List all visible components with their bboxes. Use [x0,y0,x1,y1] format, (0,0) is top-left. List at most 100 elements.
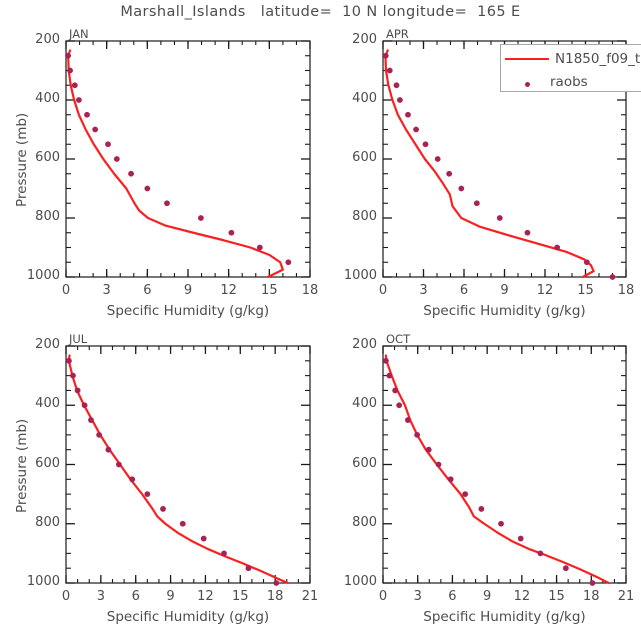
x-tick-label: 0 [61,283,71,298]
panel-label-jan: JAN [69,27,89,41]
series-marker-raobs [285,259,292,266]
series-marker-raobs [498,520,504,527]
x-tick-label: 12 [197,589,214,604]
legend-label-model: N1850_f09_tn14_ [555,51,641,67]
series-marker-raobs [496,215,503,221]
x-tick-label: 3 [96,589,105,604]
series-marker-raobs [160,506,166,512]
x-axis-title: Specific Humidity (g/kg) [106,303,270,319]
series-marker-raobs [478,506,485,512]
x-axis-title: Specific Humidity (g/kg) [423,303,586,319]
series-marker-raobs [144,491,151,498]
series-marker-raobs [435,461,442,468]
x-tick-label: 6 [143,283,152,298]
series-marker-raobs [65,52,71,59]
series-marker-raobs [67,67,73,74]
y-tick-label: 600 [352,150,377,165]
x-tick-label: 15 [232,589,249,604]
series-marker-raobs [524,229,531,236]
series-marker-raobs [392,387,399,394]
series-marker-raobs [396,402,403,409]
series-line-model [384,49,595,279]
series-marker-raobs [245,565,252,572]
series-marker-raobs [462,491,469,498]
x-tick-label: 0 [378,589,388,604]
series-marker-raobs [129,476,136,483]
legend: N1850_f09_tn14_ raobs [500,44,641,92]
y-tick-label: 400 [35,91,60,106]
y-tick-label: 200 [352,32,377,47]
x-tick-label: 0 [61,589,71,604]
x-tick-label: 3 [413,589,422,604]
series-marker-raobs [414,431,421,438]
x-tick-label: 18 [266,589,284,604]
series-marker-raobs [200,535,207,542]
series-marker-raobs [405,111,411,118]
series-line-model [67,49,284,279]
x-tick-label: 15 [548,589,565,604]
x-tick-label: 12 [536,283,554,298]
series-marker-raobs [96,431,103,438]
series-line-model [67,354,290,585]
legend-dot-swatch [510,72,544,91]
series-marker-raobs [81,402,88,409]
series-marker-raobs [396,97,403,103]
y-tick-label: 800 [352,514,377,530]
series-marker-raobs [273,580,280,586]
x-axis-title: Specific Humidity (g/kg) [106,609,270,625]
y-tick-label: 800 [35,514,60,530]
series-marker-raobs [589,580,596,586]
legend-line-swatch [505,58,549,60]
x-tick-label: 6 [459,283,469,298]
series-marker-raobs [446,170,453,177]
series-marker-raobs [413,126,419,133]
x-tick-label: 21 [301,589,319,604]
series-marker-raobs [583,259,590,266]
panel-label-oct: OCT [386,332,411,346]
y-tick-label: 400 [352,396,377,412]
series-marker-raobs [115,461,122,468]
series-marker-raobs [422,141,429,148]
x-tick-label: 9 [483,589,492,604]
y-tick-label: 800 [352,209,377,224]
series-marker-raobs [382,52,389,59]
series-marker-raobs [75,97,82,103]
x-tick-label: 18 [583,589,600,604]
series-marker-raobs [434,156,441,162]
series-marker-raobs [70,372,76,379]
series-marker-raobs [105,446,112,453]
x-tick-label: 15 [577,283,594,298]
y-tick-label: 1000 [343,268,377,283]
series-marker-raobs [537,550,544,557]
y-tick-label: 600 [35,455,60,471]
series-marker-raobs [382,357,389,364]
x-tick-label: 12 [513,589,531,604]
series-marker-raobs [71,82,78,89]
series-marker-raobs [228,229,235,236]
y-tick-label: 200 [35,337,60,352]
plot-frame [382,345,627,584]
x-tick-label: 9 [183,283,193,298]
y-tick-label: 1000 [26,268,60,283]
y-tick-label: 1000 [26,574,60,589]
y-tick-label: 400 [352,91,377,106]
series-marker-raobs [113,156,120,162]
panel-label-apr: APR [386,27,409,41]
series-marker-raobs [197,215,204,221]
legend-item-model: N1850_f09_tn14_ [505,51,641,67]
legend-item-obs: raobs [510,72,588,91]
x-tick-label: 15 [261,283,278,298]
series-marker-raobs [386,67,393,74]
y-tick-label: 600 [35,150,60,165]
series-marker-raobs [105,141,111,148]
series-marker-raobs [221,550,227,557]
series-marker-raobs [179,520,186,527]
x-tick-label: 18 [301,283,319,298]
y-tick-label: 200 [35,32,60,47]
y-tick-label: 200 [352,337,377,352]
series-marker-raobs [609,274,616,280]
x-tick-label: 3 [419,283,428,298]
series-marker-raobs [128,170,134,177]
